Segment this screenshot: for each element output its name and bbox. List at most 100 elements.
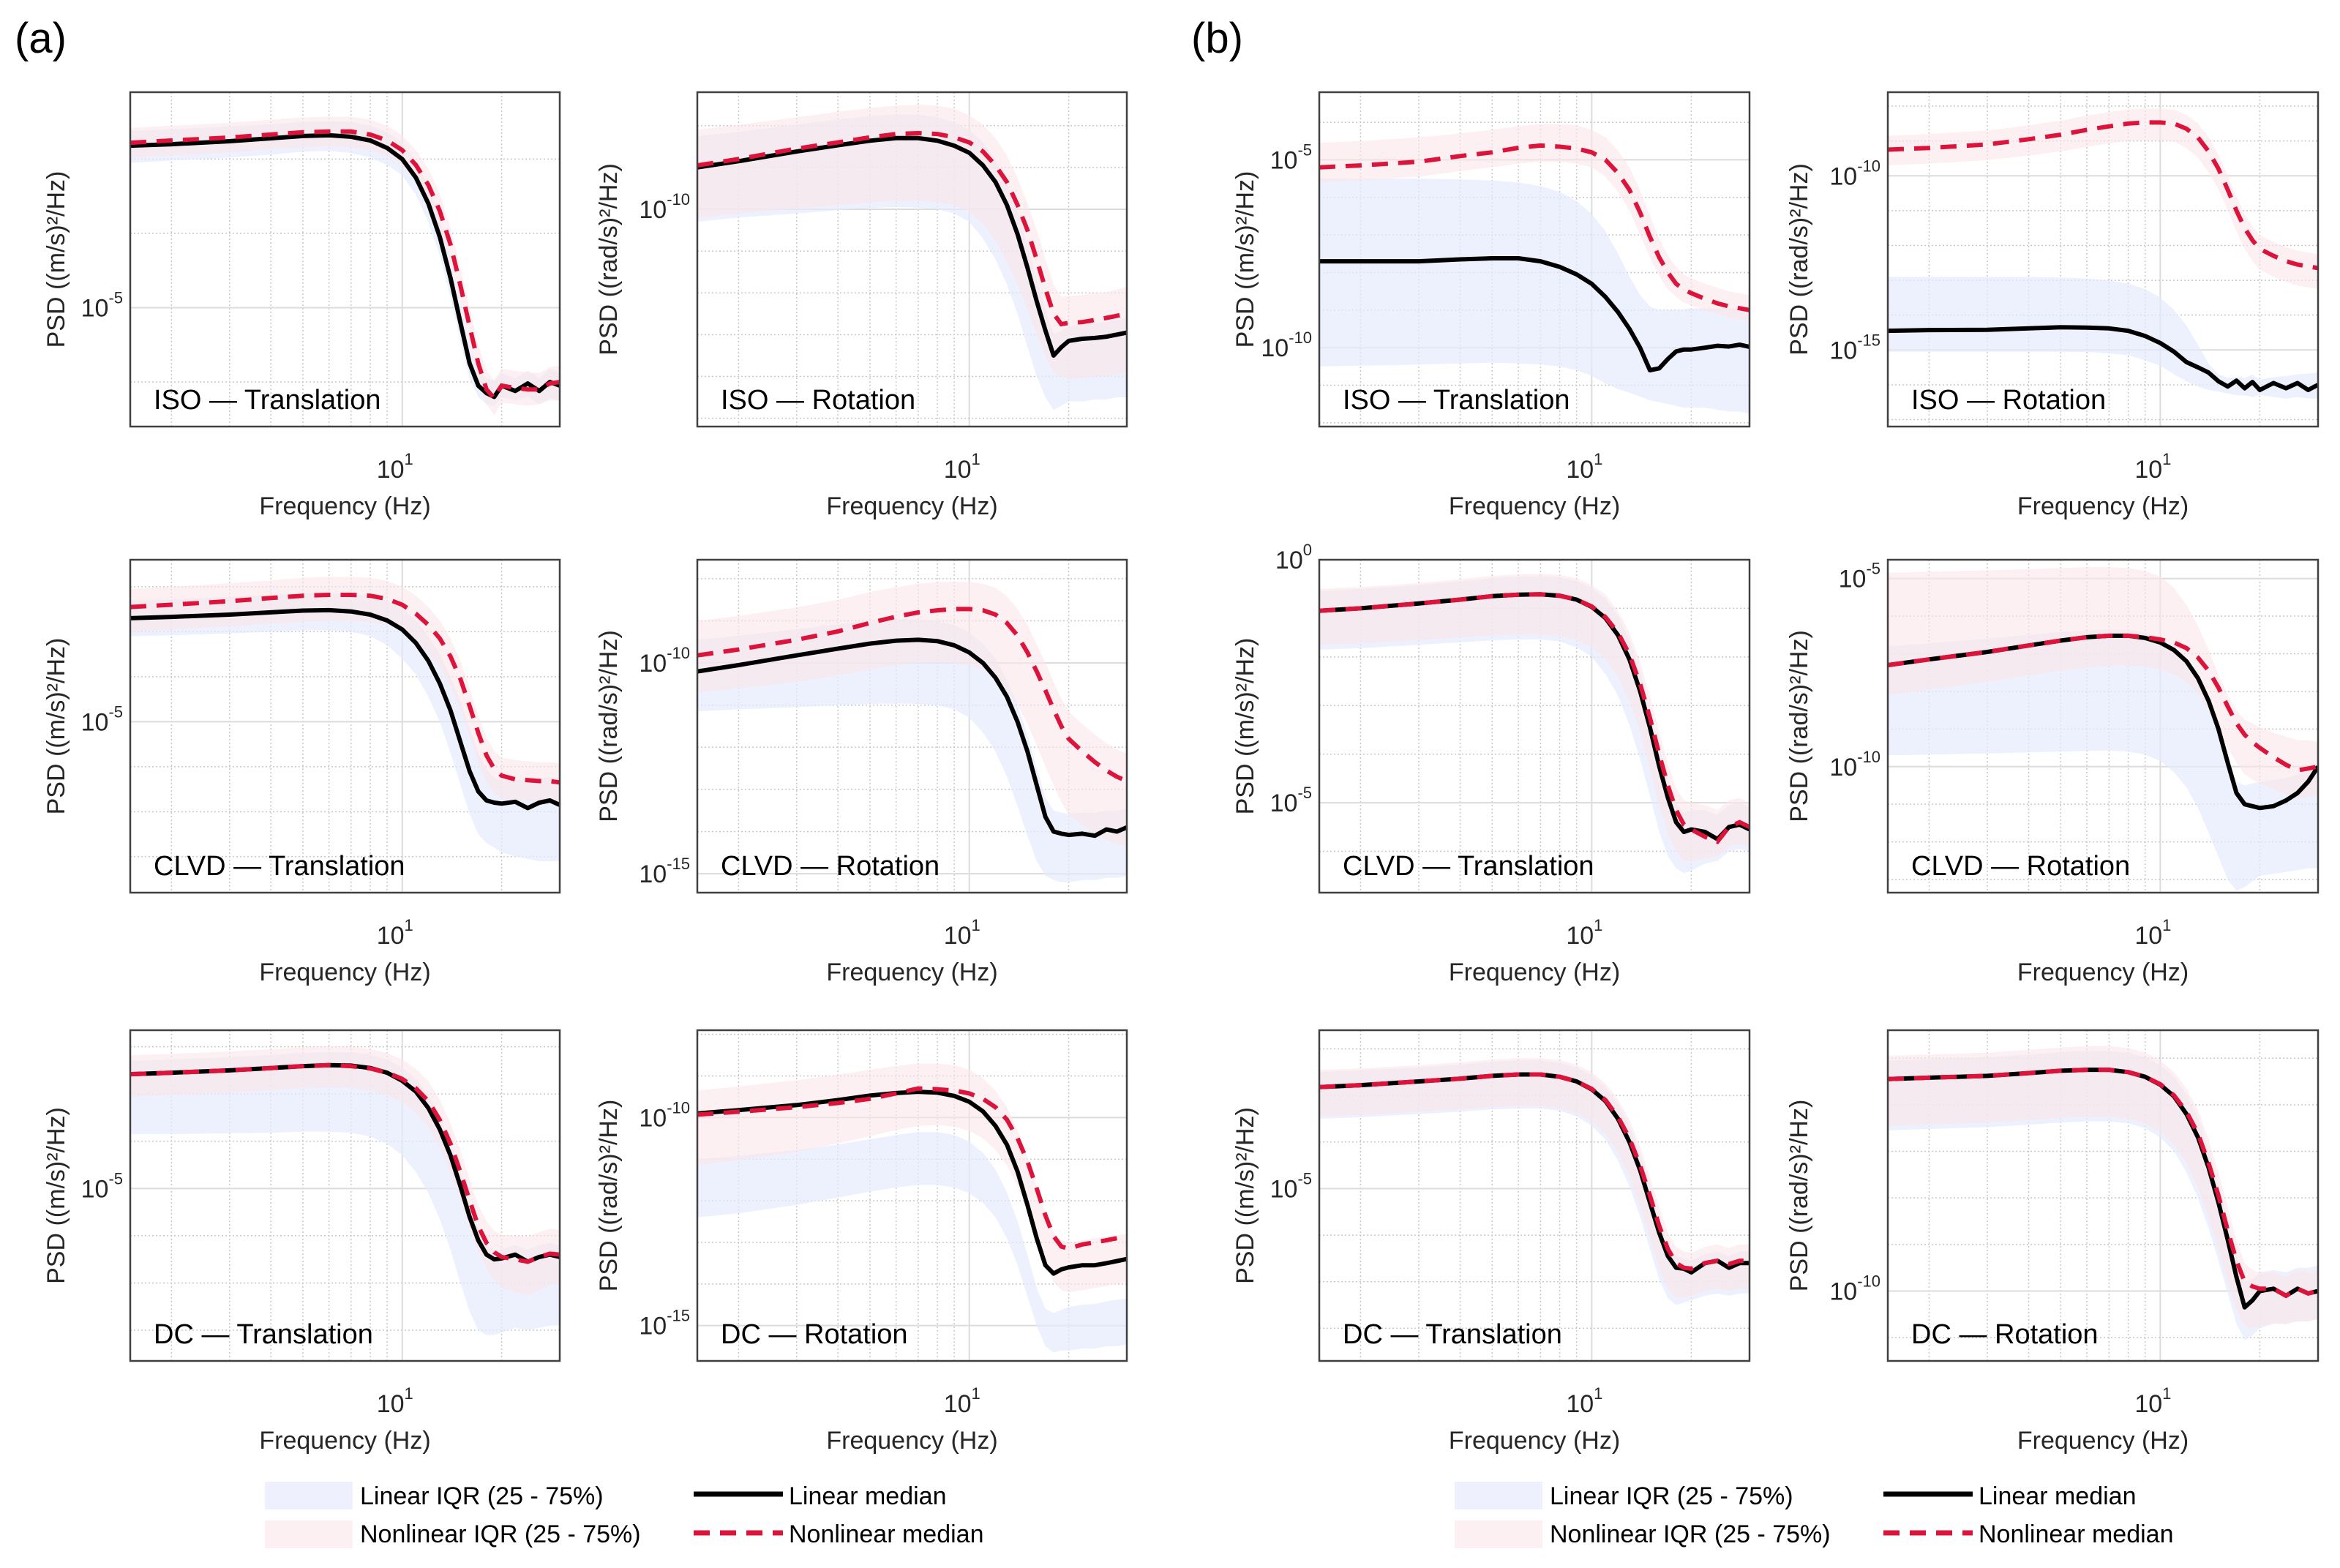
group-label-a: (a) (15, 15, 67, 62)
y-tick-label: 10-10 (1829, 748, 1880, 781)
y-axis-label: PSD ((rad/s)²/Hz) (1785, 1100, 1813, 1292)
plot-area (697, 581, 1127, 882)
panel: 101 10-5 Frequency (Hz) PSD ((m/s)²/Hz) DC —… (42, 1029, 561, 1455)
x-axis-label: Frequency (Hz) (1449, 959, 1620, 986)
panel-title: DC — Translation (154, 1319, 373, 1350)
y-tick-exponent: -5 (108, 1169, 123, 1188)
legend-label-linear-iqr: Linear IQR (25 - 75%) (1550, 1482, 1793, 1510)
y-axis-label: PSD ((m/s)²/Hz) (1231, 171, 1259, 348)
y-tick-label: 10-5 (1839, 560, 1880, 593)
legend-label-nonlinear-median: Nonlinear median (1979, 1520, 2174, 1548)
y-tick-label: 10-10 (639, 644, 690, 678)
x-tick-exponent: 1 (405, 916, 413, 934)
nonlinear-median-line (697, 607, 1127, 784)
linear-iqr-band (697, 619, 1127, 882)
x-axis-label: Frequency (Hz) (1449, 492, 1620, 520)
y-tick-label: 10-5 (81, 702, 123, 736)
y-tick-label: 10-5 (81, 1169, 123, 1203)
y-tick-label: 10-10 (1261, 329, 1312, 362)
panel-title: ISO — Rotation (721, 385, 915, 416)
panel-title: DC — Translation (1343, 1319, 1562, 1350)
x-tick-label: 101 (2134, 1384, 2171, 1418)
x-tick-label: 101 (2134, 450, 2171, 484)
nonlinear-median-line (1319, 143, 1750, 312)
axes-box (129, 91, 561, 428)
nonlinear-median-line (1888, 120, 2318, 271)
y-tick-exponent: -10 (1289, 329, 1312, 347)
x-axis-label: Frequency (Hz) (826, 492, 997, 520)
panel: 101 10-10 10-15 Frequency (Hz) PSD ((rad/s)²… (595, 1029, 1128, 1455)
x-axis-label: Frequency (Hz) (259, 492, 430, 520)
y-tick-exponent: -10 (1857, 748, 1880, 766)
panel: 101 10-5 Frequency (Hz) PSD ((m/s)²/Hz) CLVD… (42, 558, 561, 986)
panel-title: ISO — Rotation (1911, 385, 2106, 416)
y-tick-exponent: -10 (667, 1098, 690, 1117)
x-tick-exponent: 1 (405, 1384, 413, 1403)
nonlinear-iqr-band (1888, 567, 2318, 799)
nonlinear-iqr-band (1888, 108, 2318, 289)
panel: 101 10-10 Frequency (Hz) PSD ((rad/s)²/Hz) D… (1785, 1029, 2320, 1455)
group-label-b: (b) (1191, 15, 1243, 62)
plot-area (1319, 124, 1750, 413)
nonlinear-median-line (1319, 592, 1750, 844)
axes-box (696, 558, 1128, 894)
y-tick-exponent: -10 (1857, 157, 1880, 175)
nonlinear-median-line (1888, 1068, 2318, 1299)
panel: 101 10-5 Frequency (Hz) PSD ((m/s)²/Hz) DC —… (1231, 1029, 1751, 1455)
y-tick-exponent: -5 (1297, 140, 1312, 159)
y-tick-exponent: -5 (1866, 560, 1880, 578)
axes-box (1886, 91, 2320, 428)
panel-title: DC — Rotation (721, 1319, 908, 1350)
panel: 101 10-10 10-15 Frequency (Hz) PSD ((rad/s)²… (595, 558, 1128, 986)
linear-iqr-band (130, 121, 560, 406)
nonlinear-median-line (697, 130, 1127, 327)
panel-title: ISO — Translation (154, 385, 380, 416)
y-tick-exponent: 0 (1303, 541, 1312, 559)
y-tick-exponent: -15 (667, 855, 690, 873)
x-tick-exponent: 1 (2162, 1384, 2171, 1403)
y-tick-label: 10-10 (639, 190, 690, 224)
nonlinear-median-line (130, 1062, 560, 1264)
y-axis-label: PSD ((m/s)²/Hz) (1231, 1107, 1259, 1284)
x-axis-label: Frequency (Hz) (826, 959, 997, 986)
linear-median-line (697, 1089, 1127, 1276)
y-tick-label: 10-15 (639, 855, 690, 888)
linear-median-line (1888, 325, 2318, 392)
plot-area (1319, 574, 1750, 874)
y-tick-exponent: -5 (1297, 784, 1312, 802)
x-tick-label: 101 (944, 916, 980, 950)
legend-label-nonlinear-median: Nonlinear median (789, 1520, 984, 1548)
panel-title: CLVD — Rotation (721, 851, 940, 882)
panel-title: CLVD — Translation (154, 851, 405, 882)
x-axis-label: Frequency (Hz) (2017, 492, 2189, 520)
x-tick-exponent: 1 (405, 450, 413, 468)
legend-swatch-linear-iqr (1455, 1482, 1542, 1509)
panel-title: DC — Rotation (1911, 1319, 2099, 1350)
legend-swatch-nonlinear-iqr (1455, 1520, 1542, 1548)
y-axis-label: PSD ((rad/s)²/Hz) (595, 630, 623, 822)
legend-swatch-nonlinear-iqr (265, 1520, 353, 1548)
panel: 101 10-10 10-15 Frequency (Hz) PSD ((rad/s)²… (1785, 91, 2320, 520)
y-tick-label: 10-5 (1270, 140, 1312, 174)
nonlinear-iqr-band (697, 105, 1127, 379)
y-axis-label: PSD ((rad/s)²/Hz) (1785, 163, 1813, 356)
x-tick-label: 101 (944, 450, 980, 484)
y-tick-exponent: -5 (1297, 1169, 1312, 1188)
y-tick-label: 10-10 (1829, 157, 1880, 190)
linear-median-line (130, 607, 560, 811)
plot-area (697, 1063, 1127, 1353)
x-tick-exponent: 1 (1594, 450, 1602, 468)
nonlinear-median-line (1319, 1072, 1750, 1271)
y-tick-label: 10-10 (1829, 1272, 1880, 1306)
x-tick-label: 101 (1566, 916, 1602, 950)
y-tick-label: 10-5 (81, 289, 123, 323)
legend-label-linear-iqr: Linear IQR (25 - 75%) (360, 1482, 604, 1510)
y-tick-exponent: -15 (1857, 331, 1880, 349)
linear-iqr-band (1888, 1051, 2318, 1340)
y-axis-label: PSD ((m/s)²/Hz) (1231, 638, 1259, 815)
axes-box (696, 1029, 1128, 1362)
linear-median-line (1319, 256, 1750, 372)
nonlinear-iqr-band (130, 577, 560, 803)
